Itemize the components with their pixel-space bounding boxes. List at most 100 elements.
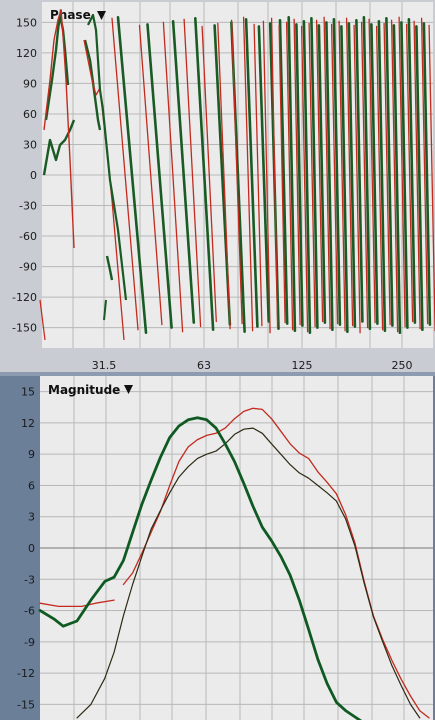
phase-series-red-segment xyxy=(293,18,301,326)
phase-curve-segment xyxy=(87,13,128,301)
phase-series-green-segment xyxy=(400,21,409,329)
phase-curve-segment xyxy=(44,13,70,121)
chevron-down-icon[interactable] xyxy=(124,385,133,394)
phase-series-green-segment xyxy=(317,24,327,324)
magnitude-y-tick-label: -3 xyxy=(24,573,35,586)
phase-y-tick-label: 0 xyxy=(30,169,37,182)
phase-series-green-segment xyxy=(370,23,379,325)
phase-series-red-segment xyxy=(428,24,435,332)
phase-y-tick-label: -150 xyxy=(12,322,37,335)
phase-y-tick-label: -30 xyxy=(19,200,37,213)
phase-y-tick-label: 150 xyxy=(16,16,37,29)
phase-chart: 150 120 90 60 30 0 -30 -60 -90 -120 -150 31.5 63 125 2… xyxy=(12,2,435,372)
phase-series-red-segment xyxy=(315,19,324,323)
phase-series-green-segment xyxy=(278,19,289,325)
phase-series-red-segment xyxy=(111,17,139,331)
phase-series-red-segment xyxy=(323,16,331,330)
phase-series-green-segment xyxy=(362,16,372,330)
chevron-down-icon[interactable] xyxy=(97,11,106,20)
magnitude-y-tick-label: 3 xyxy=(28,511,35,524)
phase-x-tick-label: 31.5 xyxy=(92,359,117,372)
phase-series-green-segment xyxy=(422,22,432,326)
phase-series-green-segment xyxy=(392,24,402,334)
phase-series-green-segment xyxy=(171,20,196,324)
phase-x-tick-label: 125 xyxy=(292,359,313,372)
phase-series-red-segment xyxy=(162,21,184,333)
phase-series-green-segment xyxy=(287,16,297,332)
phase-series-red-segment xyxy=(398,16,406,328)
phase-series-red-segment xyxy=(353,24,361,334)
phase-series-red-segment xyxy=(183,18,202,328)
phase-x-tick-label: 63 xyxy=(197,359,211,372)
phase-series-green-segment xyxy=(310,17,319,329)
phase-curve-segment xyxy=(42,119,76,176)
panel-divider[interactable] xyxy=(0,372,435,376)
phase-series-green-segment xyxy=(325,21,334,331)
phase-series-red-segment xyxy=(345,17,354,327)
phase-series-red-segment xyxy=(242,16,254,332)
phase-curve-segment xyxy=(39,299,46,341)
phase-series-green-segment xyxy=(244,18,259,328)
phase-series-red-segment xyxy=(285,21,294,331)
phase-series-red-segment xyxy=(270,17,279,329)
magnitude-y-tick-label: -6 xyxy=(24,605,35,618)
phase-series-red-segment xyxy=(420,17,429,325)
phase-y-tick-label: -90 xyxy=(19,261,37,274)
phase-series-red-segment xyxy=(405,23,414,323)
phase-series-green-segment xyxy=(295,23,304,327)
phase-y-tick-label: 90 xyxy=(23,77,37,90)
magnitude-title[interactable]: Magnitude xyxy=(48,383,120,397)
phase-curve-segment xyxy=(43,9,75,249)
phase-series-red-segment xyxy=(390,19,399,333)
phase-series-red-segment xyxy=(383,22,391,326)
phase-y-tick-label: 30 xyxy=(23,138,37,151)
phase-series-green-segment xyxy=(302,20,312,334)
phase-y-tick-label: -60 xyxy=(19,230,37,243)
phase-series-red-segment xyxy=(308,22,316,328)
phase-series-green-segment xyxy=(116,16,148,334)
phase-series-green-segment xyxy=(407,18,417,324)
phase-series-green-segment xyxy=(355,19,364,323)
magnitude-y-tick-label: -12 xyxy=(17,667,35,680)
phase-series-green-segment xyxy=(377,20,387,332)
magnitude-y-tick-label: 0 xyxy=(28,542,35,555)
phase-series-red-segment xyxy=(201,25,217,323)
magnitude-series-green xyxy=(38,416,363,720)
phase-series-red-segment xyxy=(230,19,243,325)
phase-series-green-segment xyxy=(257,25,270,323)
phase-y-tick-label: 120 xyxy=(16,47,37,60)
phase-y-tick-label: -120 xyxy=(12,291,37,304)
phase-series-green-segment xyxy=(146,23,173,329)
phase-series-red-segment xyxy=(368,18,376,324)
phase-series-green-segment xyxy=(385,17,394,327)
phase-series-red-segment xyxy=(330,23,339,325)
phase-series-green-segment xyxy=(340,25,349,333)
phase-series-green-segment xyxy=(415,25,424,331)
phase-series-green-segment xyxy=(332,18,342,326)
phase-series-red-segment xyxy=(253,23,263,327)
phase-y-tick-label: 60 xyxy=(23,108,37,121)
phase-series-red-segment xyxy=(278,24,286,324)
phase-series-green-segment xyxy=(347,22,357,328)
phase-series-red-segment xyxy=(217,22,231,330)
phase-series-red-segment xyxy=(262,20,271,334)
magnitude-y-tick-label: 6 xyxy=(28,479,35,492)
phase-series-red-segment xyxy=(338,20,346,332)
phase-series-red-segment xyxy=(413,20,421,330)
phase-series-green-segment xyxy=(194,17,215,331)
phase-series-red-segment xyxy=(360,21,369,329)
phase-x-tick-label: 250 xyxy=(392,359,413,372)
phase-title[interactable]: Phase xyxy=(50,8,91,22)
magnitude-series-red-low xyxy=(39,599,115,608)
phase-curve-segment xyxy=(103,299,107,321)
magnitude-y-tick-label: 12 xyxy=(21,417,35,430)
magnitude-y-tick-label: -9 xyxy=(24,636,35,649)
phase-series-red-segment xyxy=(300,25,309,333)
magnitude-y-tick-label: 9 xyxy=(28,448,35,461)
magnitude-y-tick-label: 15 xyxy=(21,386,35,399)
phase-series-red-segment xyxy=(138,24,163,326)
magnitude-chart: 15 12 9 6 3 0 -3 -6 -9 -12 -15 Magnitude xyxy=(17,376,433,720)
phase-curve-segment xyxy=(105,255,114,281)
magnitude-series-dark xyxy=(76,427,421,719)
magnitude-y-tick-label: -15 xyxy=(17,698,35,711)
